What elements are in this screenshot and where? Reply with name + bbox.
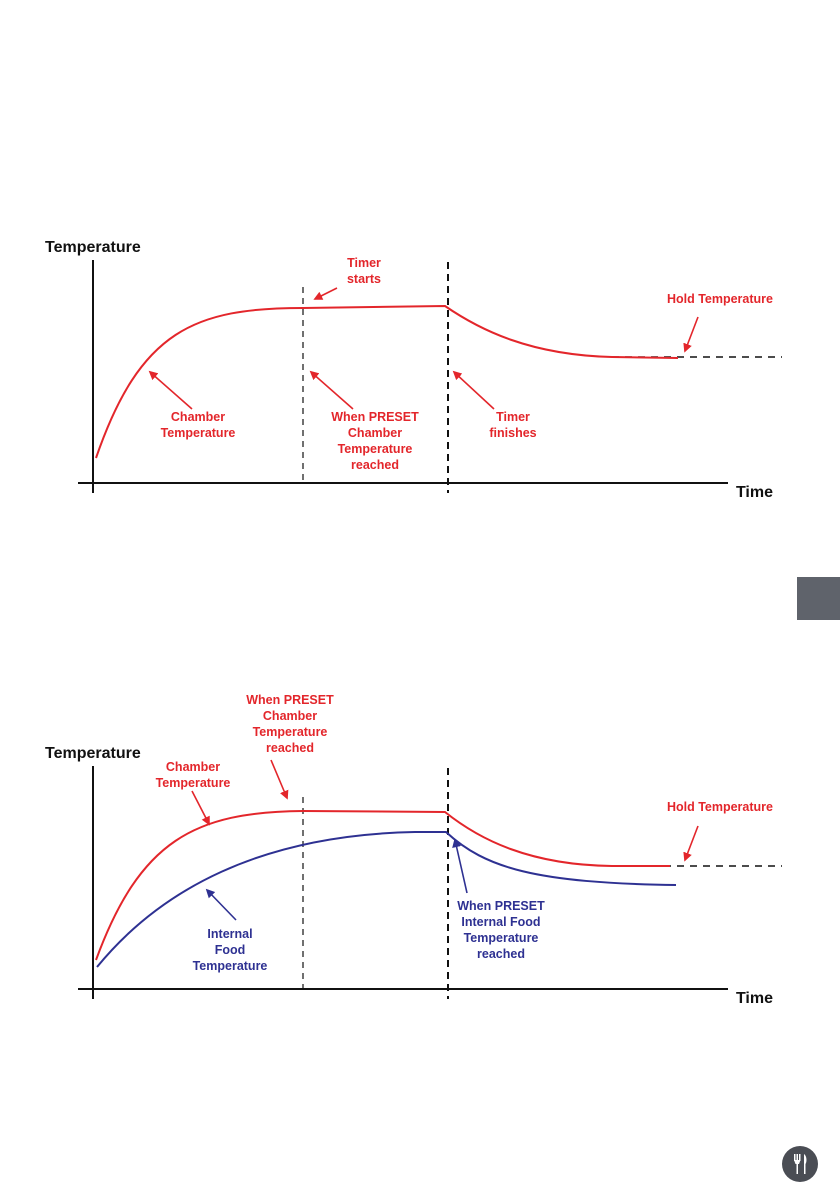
label-line: Temperature — [156, 776, 231, 790]
cutlery-icon — [794, 1154, 807, 1174]
preset-food-reached-arrow — [452, 838, 468, 894]
y-axis-label: Temperature — [45, 745, 141, 762]
x-axis-label: Time — [736, 990, 773, 1007]
internal-food-arrow — [205, 888, 237, 921]
brand-badge — [782, 1146, 818, 1182]
label-line: Temperature — [338, 442, 413, 456]
hold-temperature-arrow — [683, 316, 699, 353]
label-line: Temperature — [161, 426, 236, 440]
label-line: Chamber — [171, 410, 225, 424]
label-line: When PRESET — [246, 693, 334, 707]
label-line: reached — [477, 947, 525, 961]
chamber-temperature-curve — [95, 304, 679, 459]
internal-food-temperature-curve — [96, 831, 677, 968]
label-line: When PRESET — [331, 410, 419, 424]
label-line: Internal — [207, 927, 252, 941]
label-line: Temperature — [253, 725, 328, 739]
hold-temperature-label: Hold Temperature — [667, 800, 773, 814]
label-line: Internal Food — [461, 915, 540, 929]
chamber-temperature-label: Chamber Temperature — [156, 760, 231, 790]
label-line: Chamber — [263, 709, 317, 723]
timer-starts-label: Timer starts — [347, 256, 381, 286]
chamber-temperature-curve — [95, 809, 670, 961]
hold-temperature-arrow — [683, 825, 699, 862]
label-line: Hold Temperature — [667, 292, 773, 306]
preset-reached-arrow — [270, 759, 289, 800]
preset-food-reached-label: When PRESET Internal Food Temperature reach… — [457, 899, 545, 961]
chamber-temperature-arrow — [148, 370, 193, 410]
label-line: Temperature — [464, 931, 539, 945]
label-line: Temperature — [193, 959, 268, 973]
hold-temperature-label: Hold Temperature — [667, 292, 773, 306]
preset-reached-label: When PRESET Chamber Temperature reached — [246, 693, 334, 755]
label-line: Chamber — [166, 760, 220, 774]
x-axis-label: Time — [736, 484, 773, 501]
label-line: Chamber — [348, 426, 402, 440]
label-line: When PRESET — [457, 899, 545, 913]
diagram-1: Temperature Time Timer starts Hold Temper… — [45, 239, 782, 501]
y-axis-label: Temperature — [45, 239, 141, 256]
label-line: starts — [347, 272, 381, 286]
section-tab — [797, 577, 840, 620]
chamber-temperature-arrow — [191, 790, 210, 826]
preset-reached-arrow — [309, 370, 354, 410]
timer-starts-arrow — [313, 287, 338, 300]
label-line: Food — [215, 943, 246, 957]
timer-finishes-label: Timer finishes — [489, 410, 536, 440]
label-line: Timer — [347, 256, 381, 270]
diagram-2: Temperature Time When PRESET Chamber Tempe… — [45, 693, 782, 1007]
chamber-temperature-label: Chamber Temperature — [161, 410, 236, 440]
label-line: reached — [351, 458, 399, 472]
label-line: Hold Temperature — [667, 800, 773, 814]
label-line: reached — [266, 741, 314, 755]
internal-food-label: Internal Food Temperature — [193, 927, 268, 973]
label-line: Timer — [496, 410, 530, 424]
preset-reached-label: When PRESET Chamber Temperature reached — [331, 410, 419, 472]
label-line: finishes — [489, 426, 536, 440]
timer-finishes-arrow — [452, 370, 495, 410]
